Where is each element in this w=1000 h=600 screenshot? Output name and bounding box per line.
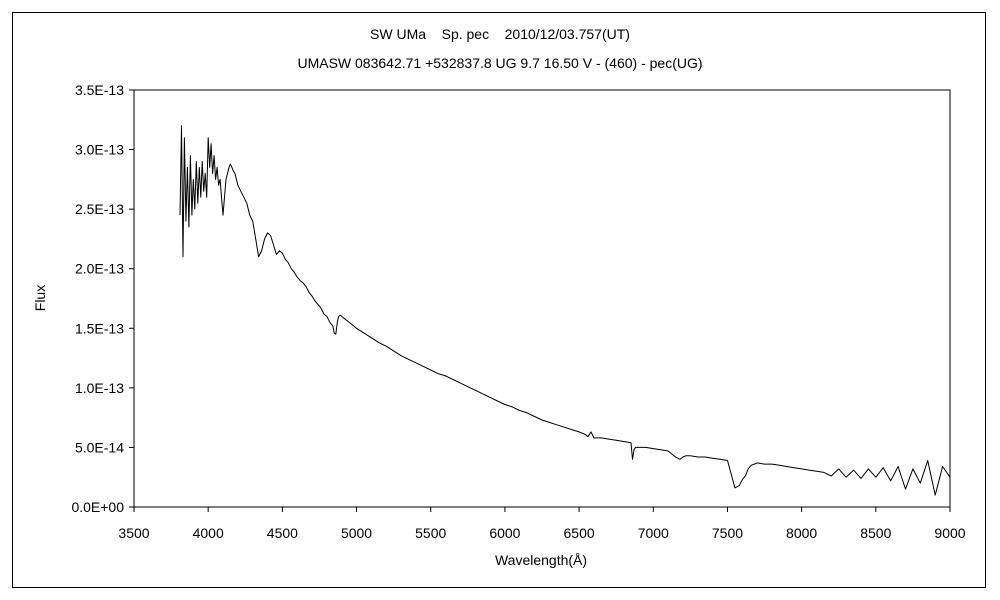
- x-tick-label: 5000: [341, 525, 372, 541]
- y-tick-label: 1.0E-13: [75, 380, 124, 396]
- x-tick-label: 9000: [934, 525, 965, 541]
- y-tick-label: 5.0E-14: [75, 439, 124, 455]
- chart-title: SW UMa Sp. pec 2010/12/03.757(UT): [370, 26, 630, 42]
- y-tick-label: 3.0E-13: [75, 142, 124, 158]
- y-tick-label: 0.0E+00: [71, 499, 124, 515]
- x-tick-label: 7500: [712, 525, 743, 541]
- spectrum-series-line: [179, 125, 951, 496]
- x-tick-label: 5500: [415, 525, 446, 541]
- y-tick-label: 3.5E-13: [75, 82, 124, 98]
- x-tick-label: 6000: [489, 525, 520, 541]
- y-axis-ticks: 0.0E+00 5.0E-14 1.0E-13 1.5E-13 2.0E-13 2.5E-…: [71, 82, 134, 515]
- plot-area: [133, 89, 951, 508]
- x-tick-label: 8000: [786, 525, 817, 541]
- chart-subtitle: UMASW 083642.71 +532837.8 UG 9.7 16.50 V…: [297, 55, 703, 71]
- x-axis-ticks: 3500 4000 4500 5000 5500 6000 6500 7000 7500 8000…: [118, 507, 966, 541]
- x-tick-label: 6500: [564, 525, 595, 541]
- x-tick-label: 4000: [193, 525, 224, 541]
- y-tick-label: 2.0E-13: [75, 261, 124, 277]
- y-axis-title: Flux: [32, 284, 48, 312]
- y-tick-label: 2.5E-13: [75, 201, 124, 217]
- x-axis-title: Wavelength(Å): [494, 552, 588, 568]
- x-tick-label: 8500: [860, 525, 891, 541]
- y-tick-label: 1.5E-13: [75, 320, 124, 336]
- x-tick-label: 3500: [118, 525, 149, 541]
- x-tick-label: 7000: [638, 525, 669, 541]
- x-tick-label: 4500: [267, 525, 298, 541]
